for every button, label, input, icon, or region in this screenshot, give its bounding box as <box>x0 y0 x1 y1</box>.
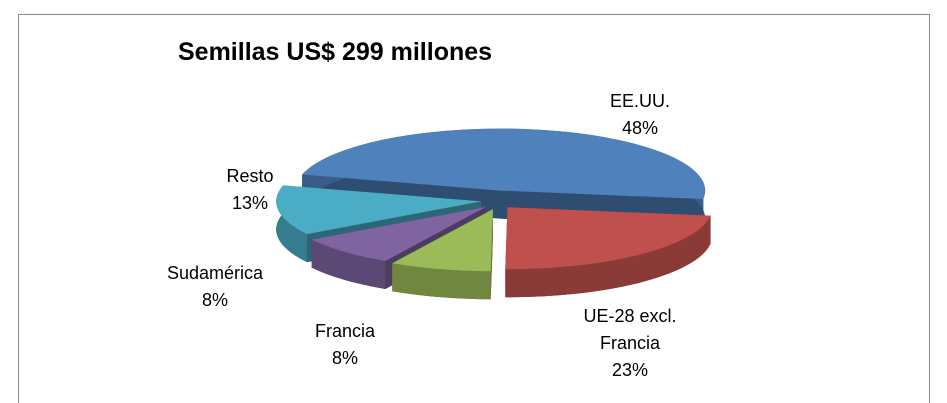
data-label: EE.UU. 48% <box>580 88 700 142</box>
slice-side <box>311 239 386 289</box>
value-label: 8% <box>331 348 358 368</box>
category-label: UE-28 excl. Francia <box>583 306 677 353</box>
data-label: Resto 13% <box>190 163 310 217</box>
value-label: 13% <box>231 193 269 213</box>
category-label: Resto <box>226 166 274 186</box>
value-label: 8% <box>201 290 228 310</box>
data-label: UE-28 excl. Francia 23% <box>570 303 690 384</box>
slice <box>302 128 706 200</box>
slice <box>276 185 482 235</box>
value-label: 23% <box>611 360 649 380</box>
chart-title: Semillas US$ 299 millones <box>178 38 493 66</box>
data-label: Sudamérica 8% <box>155 260 275 314</box>
slice <box>311 206 486 261</box>
slice-side <box>392 263 491 300</box>
slice <box>505 207 711 270</box>
category-label: Francia <box>314 321 376 341</box>
data-label: Francia 8% <box>285 318 405 372</box>
category-label: Sudamérica <box>166 263 264 283</box>
slice <box>392 209 493 272</box>
slice-side <box>505 215 711 298</box>
category-label: EE.UU. <box>609 91 670 111</box>
slice-side <box>276 185 307 263</box>
value-label: 48% <box>621 118 659 138</box>
